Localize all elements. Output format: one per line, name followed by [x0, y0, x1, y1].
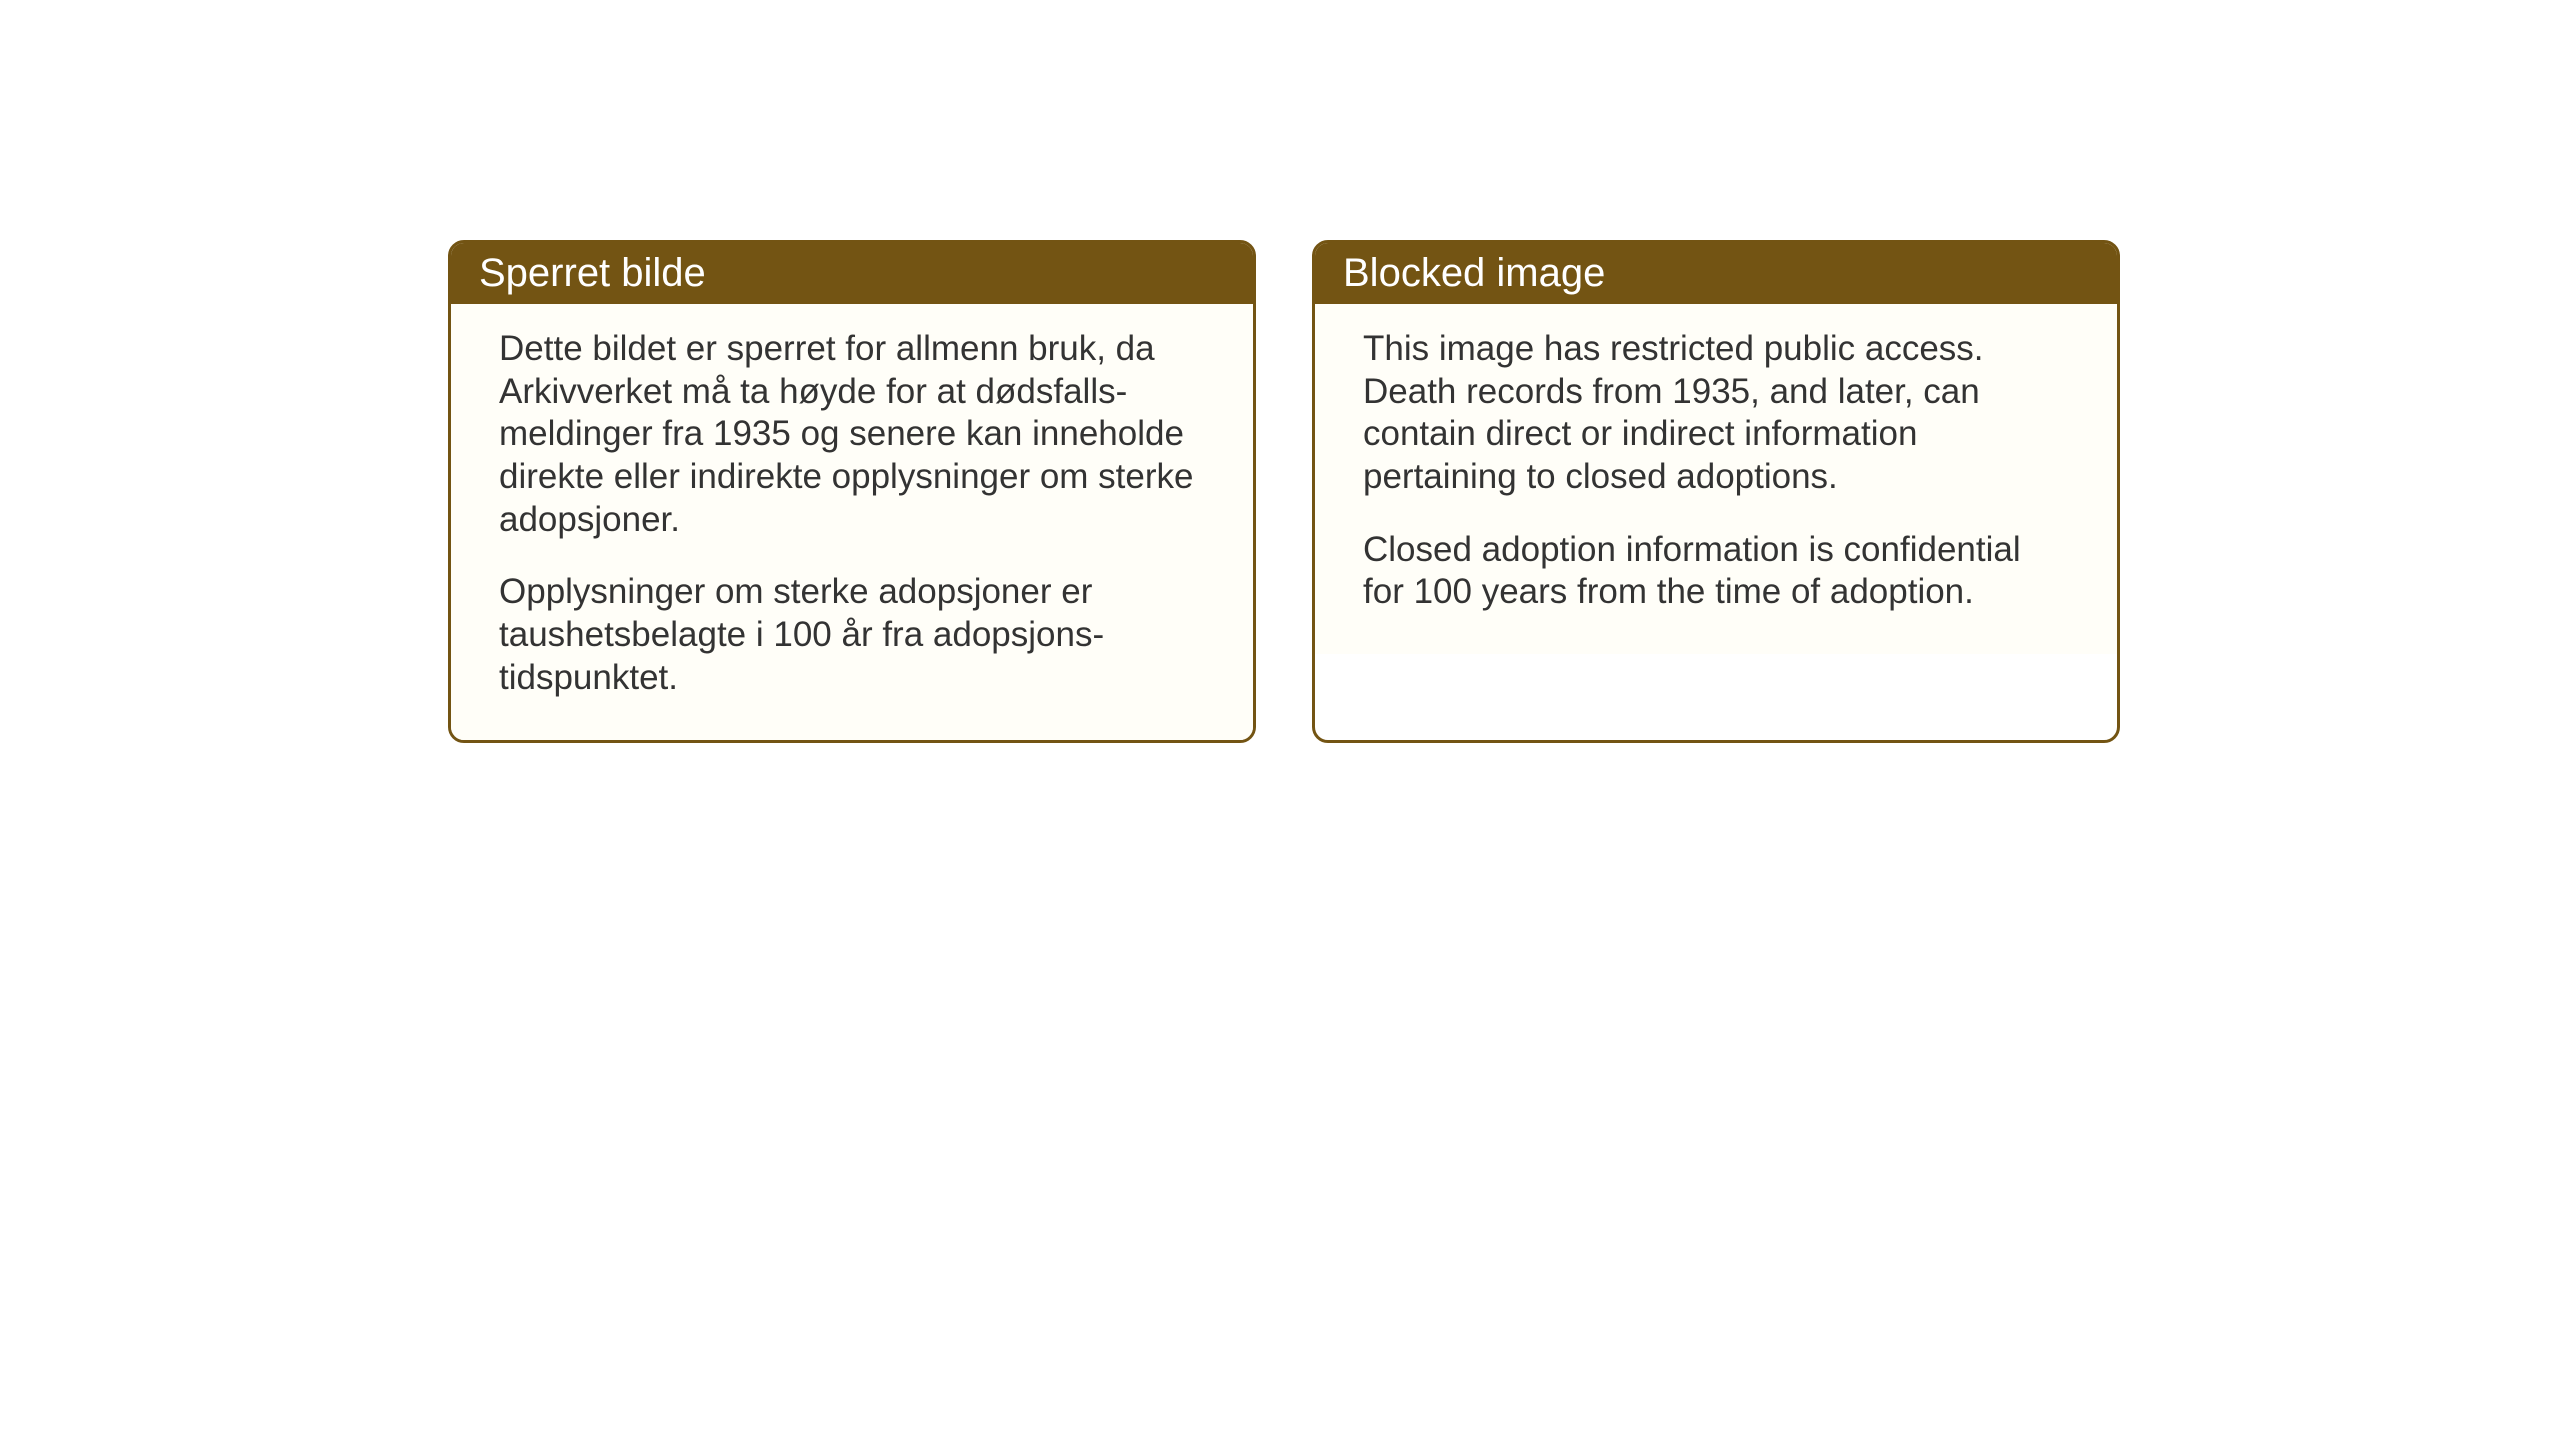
norwegian-notice-body: Dette bildet er sperret for allmenn bruk… — [451, 304, 1253, 740]
norwegian-notice-box: Sperret bilde Dette bildet er sperret fo… — [448, 240, 1256, 743]
norwegian-notice-title: Sperret bilde — [451, 243, 1253, 304]
notice-container: Sperret bilde Dette bildet er sperret fo… — [448, 240, 2120, 743]
english-notice-box: Blocked image This image has restricted … — [1312, 240, 2120, 743]
norwegian-paragraph-2: Opplysninger om sterke adopsjoner er tau… — [499, 571, 1205, 699]
norwegian-paragraph-1: Dette bildet er sperret for allmenn bruk… — [499, 328, 1205, 541]
english-notice-body: This image has restricted public access.… — [1315, 304, 2117, 654]
english-notice-title: Blocked image — [1315, 243, 2117, 304]
english-paragraph-1: This image has restricted public access.… — [1363, 328, 2069, 499]
english-paragraph-2: Closed adoption information is confident… — [1363, 529, 2069, 614]
